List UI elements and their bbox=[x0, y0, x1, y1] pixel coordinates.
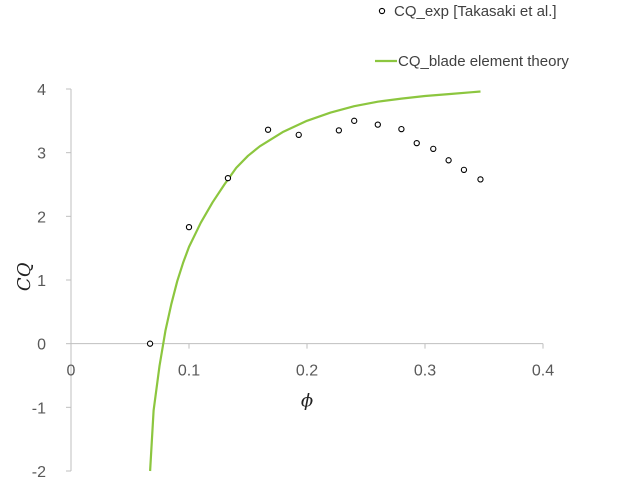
legend-label-exp: CQ_exp [Takasaki et al.] bbox=[394, 3, 557, 20]
axes: -2 -1 0 1 2 3 4 0 0.1 0.2 0.3 0.4 ϕ CQ bbox=[14, 82, 554, 481]
y-tick-label: 1 bbox=[37, 273, 46, 290]
data-point bbox=[351, 117, 358, 124]
series-line-bet bbox=[149, 90, 481, 472]
x-axis-title: ϕ bbox=[301, 391, 313, 412]
legend-marker-exp bbox=[378, 7, 386, 15]
data-point bbox=[430, 145, 437, 152]
data-point bbox=[185, 224, 193, 231]
y-axis-title: CQ bbox=[14, 262, 35, 291]
plot-area bbox=[146, 90, 484, 472]
x-tick-label: 0.4 bbox=[532, 363, 554, 380]
y-tick-label: 2 bbox=[37, 209, 46, 226]
y-tick-label: 4 bbox=[37, 82, 46, 99]
data-point bbox=[477, 176, 484, 183]
y-tick-label: -1 bbox=[32, 400, 46, 417]
data-point bbox=[398, 125, 405, 133]
y-tick-label: -2 bbox=[32, 464, 46, 481]
data-point bbox=[460, 166, 468, 174]
data-point bbox=[146, 340, 154, 347]
data-point bbox=[335, 127, 343, 134]
data-point bbox=[413, 139, 420, 147]
x-tick-label: 0.1 bbox=[178, 363, 200, 380]
data-point bbox=[374, 121, 381, 128]
x-tick-label: 0.2 bbox=[296, 363, 318, 380]
y-tick-label: 3 bbox=[37, 146, 46, 163]
data-point bbox=[445, 157, 452, 164]
x-tick-label: 0 bbox=[67, 363, 76, 380]
y-tick-label: 0 bbox=[37, 337, 46, 354]
x-tick-label: 0.3 bbox=[414, 363, 436, 380]
data-point bbox=[295, 131, 302, 138]
legend: CQ_exp [Takasaki et al.] CQ_blade element… bbox=[375, 3, 569, 70]
data-point bbox=[264, 126, 272, 133]
data-point bbox=[224, 174, 232, 182]
legend-label-bet: CQ_blade element theory bbox=[398, 53, 569, 70]
